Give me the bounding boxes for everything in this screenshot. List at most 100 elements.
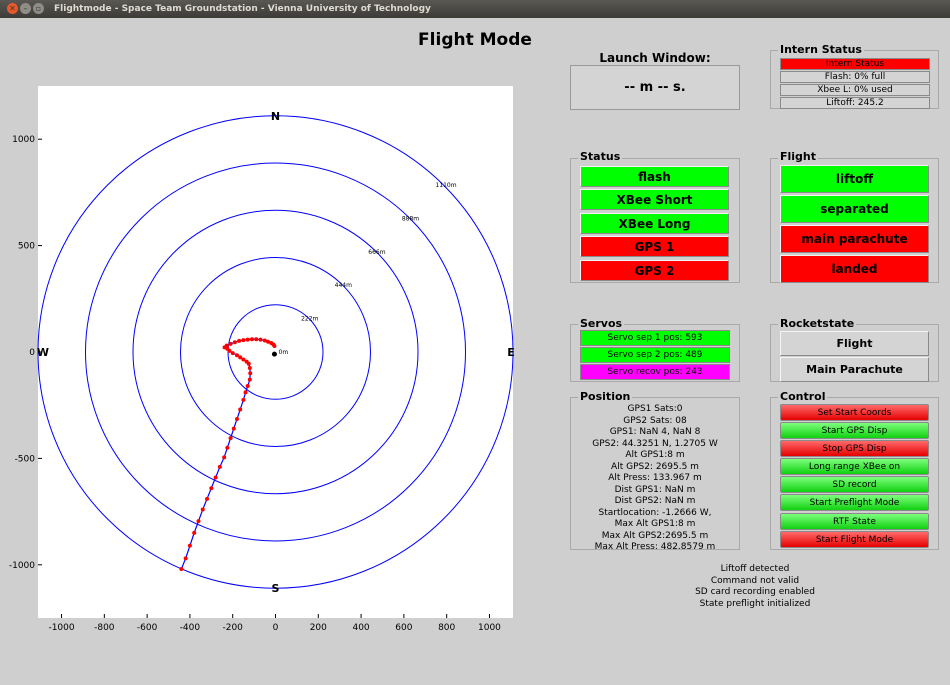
status-gps1: GPS 1 <box>580 236 729 257</box>
servo-sep1: Servo sep 1 pos: 593 <box>580 330 730 346</box>
gps-track-point <box>272 344 277 349</box>
range-ring <box>180 257 371 447</box>
servo-recov: Servo recov pos: 243 <box>580 364 730 380</box>
control-button-stop-gps-disp[interactable]: Stop GPS Disp <box>780 440 929 457</box>
gps-track-point <box>244 359 249 364</box>
range-ring-label: 666m <box>368 249 385 256</box>
control-button-start-preflight-mode[interactable]: Start Preflight Mode <box>780 494 929 511</box>
log-line: SD card recording enabled <box>695 587 815 597</box>
page-title: Flight Mode <box>418 30 532 50</box>
control-button-start-flight-mode[interactable]: Start Flight Mode <box>780 531 929 548</box>
gps-track-point <box>258 337 263 342</box>
gps-track-point <box>241 338 246 343</box>
intern-status-title: Intern Status <box>778 43 864 56</box>
gps-track-point <box>232 340 237 345</box>
range-ring <box>85 162 466 542</box>
gps-track-point <box>192 530 197 535</box>
gps-track-point <box>222 455 227 460</box>
gps-track-point <box>179 567 184 572</box>
y-tick-label: 0 <box>29 348 35 358</box>
gps-track-point <box>243 390 248 395</box>
flight-title: Flight <box>778 150 819 163</box>
gps-track-point <box>228 436 233 441</box>
gps-track-point <box>249 337 254 342</box>
center-label: 0m <box>279 349 289 356</box>
gps-track-point <box>266 339 271 344</box>
control-button-rtf-state[interactable]: RTF State <box>780 513 929 530</box>
x-tick-label: -400 <box>180 623 201 633</box>
range-ring-label: 1110m <box>435 182 456 189</box>
gps-track-point <box>209 486 214 491</box>
x-tick-label: -200 <box>222 623 243 633</box>
gps-track-point <box>228 341 233 346</box>
gps-track-point <box>225 445 230 450</box>
close-icon[interactable]: ✕ <box>7 3 18 14</box>
intern-status-row: Xbee L: 0% used <box>780 84 930 96</box>
event-log: Liftoff detected Command not valid SD card… <box>640 564 870 610</box>
gps-track-point <box>231 426 236 431</box>
position-line: GPS1 Sats:0 <box>627 404 683 414</box>
position-line: Alt GPS2: 2695.5 m <box>611 461 699 472</box>
rocketstate-title: Rocketstate <box>778 317 857 330</box>
control-title: Control <box>778 390 828 403</box>
position-line: Max Alt Press: 482.8579 m <box>594 542 716 552</box>
compass-north-label: N <box>271 110 280 123</box>
log-line: State preflight initialized <box>699 598 811 609</box>
position-line: Startlocation: -1.2666 W, <box>598 507 712 518</box>
status-xbee-short: XBee Short <box>580 189 729 210</box>
gps-track-point <box>217 464 222 469</box>
range-ring-label: 222m <box>301 316 318 323</box>
gps-track-point <box>230 351 235 356</box>
status-xbee-long: XBee Long <box>580 213 729 234</box>
x-tick-label: 600 <box>395 623 412 633</box>
gps-track-point <box>254 337 259 342</box>
range-ring-label: 444m <box>335 282 352 289</box>
x-tick-label: 200 <box>310 623 327 633</box>
control-button-set-start-coords[interactable]: Set Start Coords <box>780 404 929 421</box>
window-title: Flightmode - Space Team Groundstation - … <box>54 4 431 14</box>
gps-track-point <box>234 353 239 358</box>
gps-track-point <box>238 407 243 412</box>
x-tick-label: 1000 <box>478 623 501 633</box>
control-group <box>770 397 939 550</box>
x-tick-label: 400 <box>352 623 369 633</box>
servos-title: Servos <box>578 317 625 330</box>
flight-liftoff: liftoff <box>780 165 929 193</box>
position-line: GPS2: 44.3251 N, 1.2705 W <box>592 438 718 449</box>
gps-track-point <box>241 357 246 362</box>
rocketstate-main-parachute: Main Parachute <box>780 357 929 382</box>
y-tick-label: -1000 <box>9 561 35 571</box>
window-titlebar: ✕ – ▫ Flightmode - Space Team Groundstat… <box>0 0 950 18</box>
minimize-icon[interactable]: – <box>20 3 31 14</box>
control-button-long-range-xbee-on[interactable]: Long range XBee on <box>780 458 929 475</box>
gps-track-point <box>200 507 205 512</box>
control-button-sd-record[interactable]: SD record <box>780 476 929 493</box>
gps-track-point <box>205 496 210 501</box>
range-ring <box>132 209 419 495</box>
maximize-icon[interactable]: ▫ <box>33 3 44 14</box>
intern-status-row: Liftoff: 245.2 <box>780 97 930 109</box>
x-tick-label: 800 <box>438 623 455 633</box>
gps-track-point <box>241 397 246 402</box>
position-line: Alt GPS1:8 m <box>625 450 685 460</box>
control-button-start-gps-disp[interactable]: Start GPS Disp <box>780 422 929 439</box>
x-tick-label: 0 <box>273 623 279 633</box>
gps-track-point <box>183 556 188 561</box>
flight-separated: separated <box>780 195 929 223</box>
y-tick-label: 500 <box>18 242 35 252</box>
current-position-marker <box>271 351 277 357</box>
compass-west-label: W <box>37 346 49 359</box>
intern-status-row: Flash: 0% full <box>780 71 930 83</box>
compass-east-label: E <box>507 346 515 359</box>
servo-sep2: Servo sep 2 pos: 489 <box>580 347 730 363</box>
y-tick-label: 1000 <box>12 135 35 145</box>
status-title: Status <box>578 150 623 163</box>
x-tick-label: -800 <box>94 623 115 633</box>
gps-track-point <box>247 377 252 382</box>
intern-status-row: Intern Status <box>780 58 930 70</box>
gps-track-point <box>224 343 229 348</box>
log-line: Command not valid <box>710 575 800 586</box>
rocketstate-flight: Flight <box>780 331 929 356</box>
gps-track-point <box>262 338 267 343</box>
gps-track-point <box>245 384 250 389</box>
